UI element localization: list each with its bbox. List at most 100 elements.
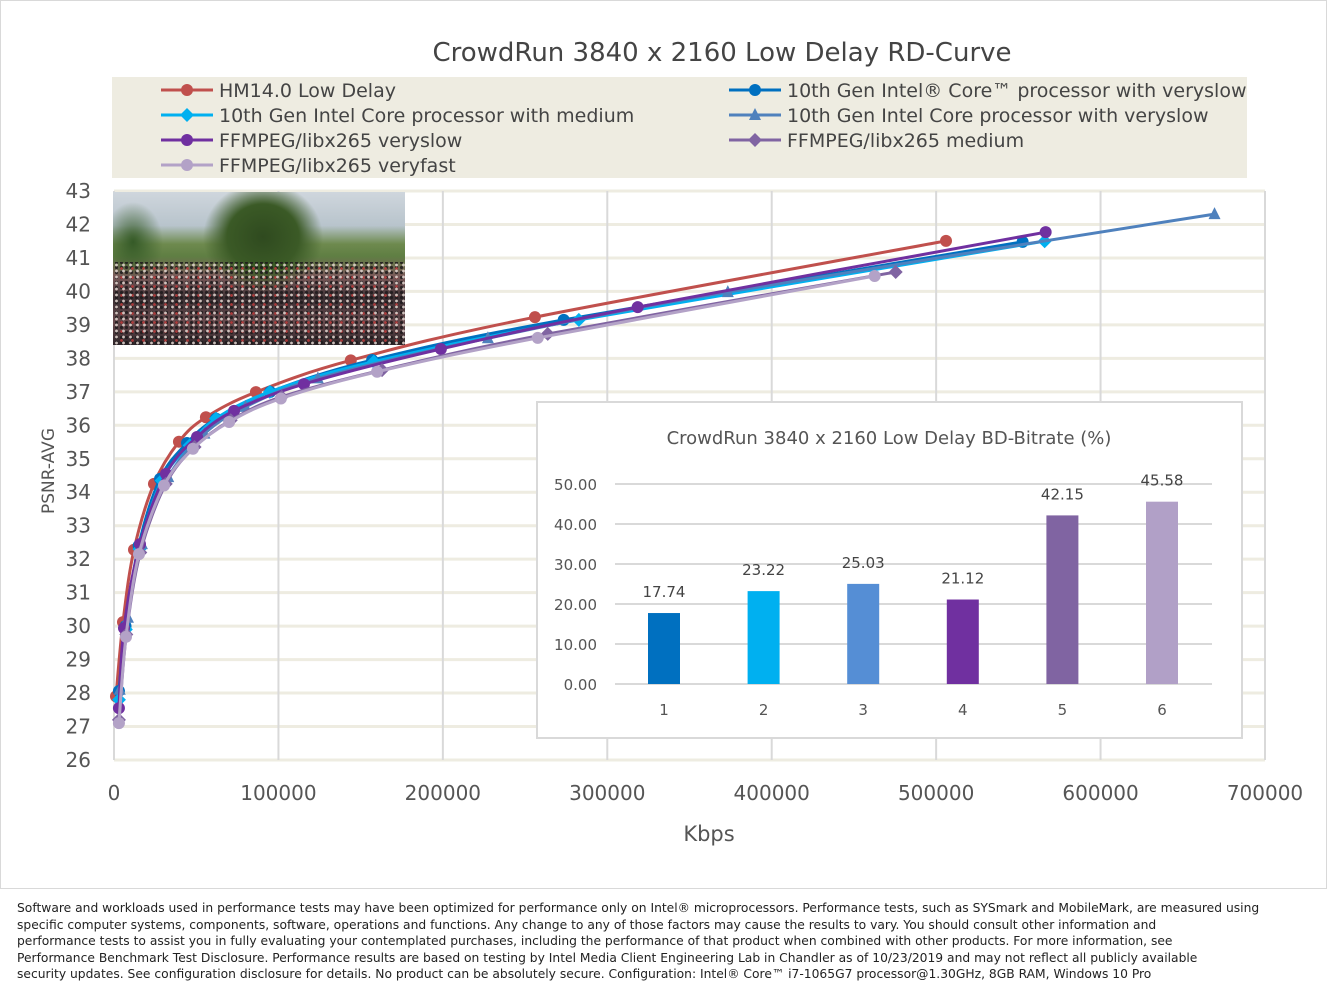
bar-category-label: 2 [759, 701, 769, 719]
data-point [297, 378, 310, 391]
y-tick-label: 27 [66, 715, 91, 739]
legend-label: FFMPEG/libx265 medium [787, 130, 1024, 152]
series-line [114, 239, 947, 697]
legend-item: 10th Gen Intel Core processor with mediu… [161, 105, 634, 127]
legend-item: FFMPEG/libx265 medium [729, 130, 1024, 152]
footer-line: Performance Benchmark Test Disclosure. P… [17, 950, 1198, 965]
x-tick-label: 300000 [569, 781, 645, 805]
bar-y-tick-label: 0.00 [564, 676, 597, 694]
y-tick-label: 36 [66, 413, 91, 437]
data-point [940, 234, 953, 247]
data-point [186, 442, 199, 455]
legend-item: FFMPEG/libx265 veryfast [161, 155, 456, 177]
y-tick-label: 33 [66, 514, 91, 538]
bar-y-tick-label: 30.00 [554, 556, 597, 574]
y-tick-label: 34 [66, 480, 91, 504]
bar-value-label: 25.03 [842, 554, 885, 572]
y-tick-label: 40 [66, 279, 91, 303]
data-point [132, 548, 145, 561]
y-tick-label: 32 [66, 547, 91, 571]
x-tick-label: 400000 [734, 781, 810, 805]
x-tick-label: 700000 [1227, 781, 1303, 805]
legend-label: 10th Gen Intel Core processor with mediu… [219, 105, 634, 127]
data-point [1039, 226, 1052, 239]
data-point [528, 311, 541, 324]
crowd-photo [113, 192, 405, 345]
data-point [199, 411, 212, 424]
inset-frame [536, 401, 1243, 739]
legend-marker [181, 159, 193, 171]
legend-label: 10th Gen Intel Core processor with verys… [787, 105, 1209, 127]
bar-y-tick-label: 10.00 [554, 636, 597, 654]
y-tick-label: 39 [66, 313, 91, 337]
bar [1046, 515, 1079, 684]
data-point [434, 342, 447, 355]
footer-line: specific computer systems, components, s… [17, 917, 1157, 932]
y-tick-label: 29 [66, 648, 91, 672]
bar-category-label: 3 [858, 701, 868, 719]
legend-marker [749, 108, 761, 120]
bd-bitrate-inset-chart: CrowdRun 3840 x 2160 Low Delay BD-Bitrat… [536, 401, 1243, 739]
legend-marker [748, 133, 762, 147]
y-tick-label: 41 [66, 246, 91, 270]
y-axis-label: PSNR-AVG [39, 428, 59, 514]
x-axis-label: Kbps [683, 822, 734, 846]
bar-category-label: 5 [1058, 701, 1068, 719]
inset-title: CrowdRun 3840 x 2160 Low Delay BD-Bitrat… [667, 428, 1112, 449]
x-tick-label: 600000 [1062, 781, 1138, 805]
chart-area: CrowdRun 3840 x 2160 Low Delay RD-Curve … [0, 0, 1327, 889]
x-tick-label: 500000 [898, 781, 974, 805]
x-tick-label: 100000 [240, 781, 316, 805]
bar-value-label: 42.15 [1041, 485, 1084, 503]
x-tick-label: 0 [108, 781, 121, 805]
bar-y-tick-label: 40.00 [554, 516, 597, 534]
legend-box [112, 77, 1247, 178]
data-point [371, 365, 384, 378]
rd-curve-chart: CrowdRun 3840 x 2160 Low Delay RD-Curve … [39, 38, 1303, 846]
legend-marker [181, 134, 193, 146]
bar [946, 599, 979, 684]
data-point [888, 264, 903, 279]
data-point [112, 717, 125, 730]
legend-item: HM14.0 Low Delay [161, 80, 396, 102]
bar-category-label: 6 [1157, 701, 1167, 719]
legend-label: FFMPEG/libx265 veryfast [219, 155, 456, 177]
footer-line: Software and workloads used in performan… [17, 901, 1260, 915]
bar-category-label: 4 [958, 701, 968, 719]
y-tick-label: 43 [66, 179, 91, 203]
data-point [1208, 207, 1221, 220]
bar-value-label: 17.74 [643, 583, 686, 601]
chart-title: CrowdRun 3840 x 2160 Low Delay RD-Curve [432, 38, 1011, 68]
footer-line: performance tests to assist you in fully… [17, 934, 1173, 949]
bar-value-label: 23.22 [742, 561, 785, 579]
y-tick-label: 37 [66, 380, 91, 404]
bar-category-label: 1 [659, 701, 669, 719]
data-point [274, 392, 287, 405]
data-point [868, 270, 881, 283]
data-point [223, 415, 236, 428]
data-point [631, 301, 644, 314]
series-7 [112, 270, 881, 730]
y-tick-label: 35 [66, 447, 91, 471]
data-point [120, 630, 133, 643]
legend-label: 10th Gen Intel® Core™ processor with ver… [787, 80, 1247, 102]
data-point [157, 479, 170, 492]
bar-y-tick-label: 50.00 [554, 476, 597, 494]
legend-marker [749, 84, 761, 96]
bar [648, 613, 680, 684]
series-line [117, 230, 1046, 709]
y-tick-label: 38 [66, 346, 91, 370]
footer-line: security updates. See configuration disc… [17, 967, 1152, 982]
x-tick-label: 200000 [405, 781, 481, 805]
bar-value-label: 45.58 [1141, 472, 1184, 490]
legend-marker [180, 108, 194, 122]
legend-item: FFMPEG/libx265 veryslow [161, 130, 462, 152]
bar-value-label: 21.12 [941, 570, 984, 588]
legend-label: HM14.0 Low Delay [219, 80, 396, 102]
legend-label: FFMPEG/libx265 veryslow [219, 130, 462, 152]
disclaimer-footer: Software and workloads used in performan… [17, 900, 1317, 983]
data-point [531, 331, 544, 344]
bar [847, 583, 880, 684]
y-tick-label: 26 [66, 748, 91, 772]
bar [747, 591, 780, 684]
